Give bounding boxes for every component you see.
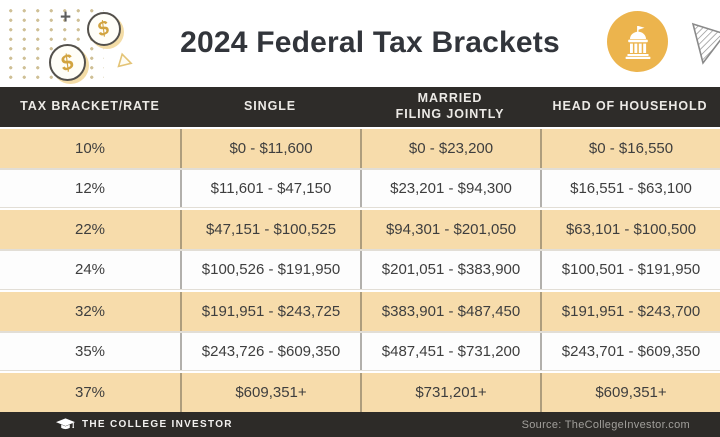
single-cell: $11,601 - $47,150 [180, 169, 360, 208]
rate-cell: 35% [74, 342, 106, 360]
page-title: 2024 Federal Tax Brackets [180, 26, 560, 59]
table-row: 32% $191,951 - $243,725 $383,901 - $487,… [0, 289, 720, 331]
single-cell: $100,526 - $191,950 [180, 251, 360, 289]
hoh-cell: $16,551 - $63,100 [540, 169, 720, 208]
column-header-hoh: HEAD OF HOUSEHOLD [552, 99, 708, 114]
rate-cell: 24% [74, 261, 106, 279]
single-cell: $243,726 - $609,350 [180, 332, 360, 371]
capitol-building-icon [625, 25, 650, 59]
hoh-cell: $243,701 - $609,350 [540, 332, 720, 371]
married-cell: $23,201 - $94,300 [360, 169, 540, 208]
table-header-row: TAX BRACKET/RATE SINGLE MARRIED FILING J… [0, 87, 720, 127]
married-cell: $383,901 - $487,450 [360, 291, 540, 331]
column-header-rate: TAX BRACKET/RATE [20, 99, 160, 114]
hoh-cell: $100,501 - $191,950 [540, 251, 720, 289]
column-header-single: SINGLE [244, 99, 296, 114]
brand-logo: THE COLLEGE INVESTOR [56, 417, 233, 432]
hoh-cell: $0 - $16,550 [540, 129, 720, 168]
hoh-cell: $63,101 - $100,500 [540, 210, 720, 250]
married-cell: $487,451 - $731,200 [360, 332, 540, 371]
single-cell: $0 - $11,600 [180, 129, 360, 168]
plus-icon: + [60, 7, 72, 28]
dollar-coin-icon: $ [49, 44, 86, 81]
header-band: + $ $ 2024 Federal Tax Brackets [0, 0, 720, 87]
source-label: Source: TheCollegeInvestor.com [521, 418, 690, 431]
married-cell: $201,051 - $383,900 [360, 251, 540, 289]
hoh-cell: $191,951 - $243,700 [540, 291, 720, 331]
single-cell: $191,951 - $243,725 [180, 291, 360, 331]
table-body: 10% $0 - $11,600 $0 - $23,200 $0 - $16,5… [0, 127, 720, 412]
striped-pennant-icon [691, 22, 720, 65]
single-cell: $609,351+ [180, 373, 360, 412]
table-row: 10% $0 - $11,600 $0 - $23,200 $0 - $16,5… [0, 127, 720, 168]
table-row: 24% $100,526 - $191,950 $201,051 - $383,… [0, 249, 720, 290]
rate-cell: 10% [74, 139, 106, 157]
graduation-cap-icon [56, 417, 75, 429]
rate-cell: 12% [74, 180, 106, 198]
single-cell: $47,151 - $100,525 [180, 210, 360, 250]
married-cell: $0 - $23,200 [360, 129, 540, 168]
triangle-icon [117, 52, 133, 68]
table-row: 35% $243,726 - $609,350 $487,451 - $731,… [0, 330, 720, 372]
dollar-coin-icon: $ [87, 12, 121, 46]
married-cell: $94,301 - $201,050 [360, 210, 540, 250]
table-row: 37% $609,351+ $731,201+ $609,351+ [0, 371, 720, 412]
footer-bar: THE COLLEGE INVESTOR Source: TheCollegeI… [0, 412, 720, 437]
table-row: 22% $47,151 - $100,525 $94,301 - $201,05… [0, 208, 720, 250]
hoh-cell: $609,351+ [540, 373, 720, 412]
tax-brackets-table: TAX BRACKET/RATE SINGLE MARRIED FILING J… [0, 87, 720, 412]
rate-cell: 37% [74, 384, 106, 402]
rate-cell: 22% [74, 221, 106, 239]
table-row: 12% $11,601 - $47,150 $23,201 - $94,300 … [0, 167, 720, 209]
column-header-married: MARRIED FILING JOINTLY [395, 91, 505, 121]
married-cell: $731,201+ [360, 373, 540, 412]
brand-label: THE COLLEGE INVESTOR [82, 419, 233, 430]
capitol-badge [607, 11, 668, 72]
rate-cell: 32% [74, 302, 106, 320]
